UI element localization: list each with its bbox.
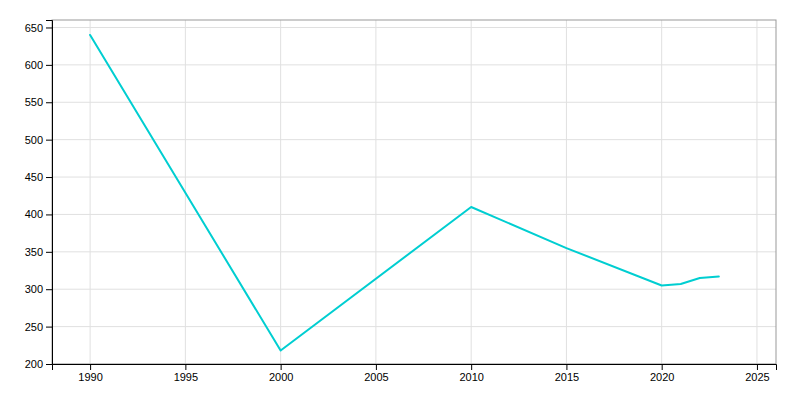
y-axis: 200 250 300 350 400 450 500 550 600 650 (25, 21, 53, 371)
y-tick-mark (46, 364, 52, 365)
x-tick: 1995 (174, 364, 198, 383)
y-grid-line (52, 27, 776, 28)
y-tick-mark (46, 140, 52, 141)
y-tick-label: 450 (25, 171, 43, 183)
x-tick-mark (566, 364, 567, 370)
x-tick-label: 2015 (555, 371, 579, 383)
y-tick-label: 600 (25, 59, 43, 71)
x-grid-line (90, 20, 91, 364)
marks (90, 35, 719, 351)
x-tick-mark (185, 364, 186, 370)
y-tick: 500 (25, 134, 52, 146)
plot: 1990 1995 2000 2005 2010 2015 2020 2025 200 250 30… (25, 20, 777, 383)
chart: 1990 1995 2000 2005 2010 2015 2020 2025 200 250 30… (0, 0, 800, 400)
x-grid-line (661, 20, 662, 364)
x-axis-line (53, 365, 777, 371)
y-tick: 350 (25, 246, 52, 258)
x-tick-mark (281, 364, 282, 370)
x-tick: 2005 (364, 364, 388, 383)
x-grid-line (471, 20, 472, 364)
y-tick-label: 400 (25, 208, 43, 220)
y-tick-label: 300 (25, 283, 43, 295)
x-tick-mark (471, 364, 472, 370)
y-axis-line (46, 21, 53, 365)
x-tick-mark (662, 364, 663, 370)
y-tick-mark (46, 214, 52, 215)
y-grid-line (52, 214, 776, 215)
y-tick-label: 500 (25, 134, 43, 146)
y-tick-mark (46, 252, 52, 253)
y-tick-label: 550 (25, 96, 43, 108)
x-tick: 2020 (650, 364, 674, 383)
x-grid-line (756, 20, 757, 364)
x-grid-line (280, 20, 281, 364)
x-tick-label: 2025 (745, 371, 769, 383)
x-tick: 2025 (745, 364, 769, 383)
y-grid-line (52, 289, 776, 290)
y-grid-line (52, 177, 776, 178)
x-tick-mark (376, 364, 377, 370)
y-grid-line (52, 251, 776, 252)
y-tick-label: 200 (25, 358, 43, 370)
y-grid-line (52, 64, 776, 65)
x-tick-label: 2020 (650, 371, 674, 383)
x-tick: 2010 (459, 364, 483, 383)
x-tick-label: 1990 (78, 371, 102, 383)
x-tick-label: 2010 (459, 371, 483, 383)
y-tick: 250 (25, 321, 52, 333)
y-tick-label: 650 (25, 21, 43, 33)
y-grid-line (52, 326, 776, 327)
x-tick-mark (90, 364, 91, 370)
y-tick-mark (46, 65, 52, 66)
x-tick-label: 2000 (269, 371, 293, 383)
x-tick: 2000 (269, 364, 293, 383)
y-grid-line (52, 102, 776, 103)
x-tick-label: 1995 (174, 371, 198, 383)
x-tick-mark (757, 364, 758, 370)
x-tick: 1990 (78, 364, 102, 383)
x-tick-label: 2005 (364, 371, 388, 383)
x-grid-line (375, 20, 376, 364)
y-tick-mark (46, 289, 52, 290)
y-tick-label: 350 (25, 246, 43, 258)
x-axis: 1990 1995 2000 2005 2010 2015 2020 2025 (53, 364, 777, 383)
line (90, 35, 719, 351)
grid (52, 20, 776, 364)
y-tick: 200 (25, 358, 52, 370)
y-tick: 650 (25, 21, 52, 33)
y-tick-mark (46, 327, 52, 328)
y-tick-mark (46, 27, 52, 28)
x-tick: 2015 (555, 364, 579, 383)
y-tick-mark (46, 102, 52, 103)
y-tick-mark (46, 177, 52, 178)
y-grid-line (52, 139, 776, 140)
plot-frame (52, 20, 776, 364)
y-tick: 300 (25, 283, 52, 295)
y-tick-label: 250 (25, 321, 43, 333)
x-grid-line (566, 20, 567, 364)
y-tick: 450 (25, 171, 52, 183)
y-tick: 550 (25, 96, 52, 108)
y-tick: 600 (25, 59, 52, 71)
y-tick: 400 (25, 208, 52, 220)
